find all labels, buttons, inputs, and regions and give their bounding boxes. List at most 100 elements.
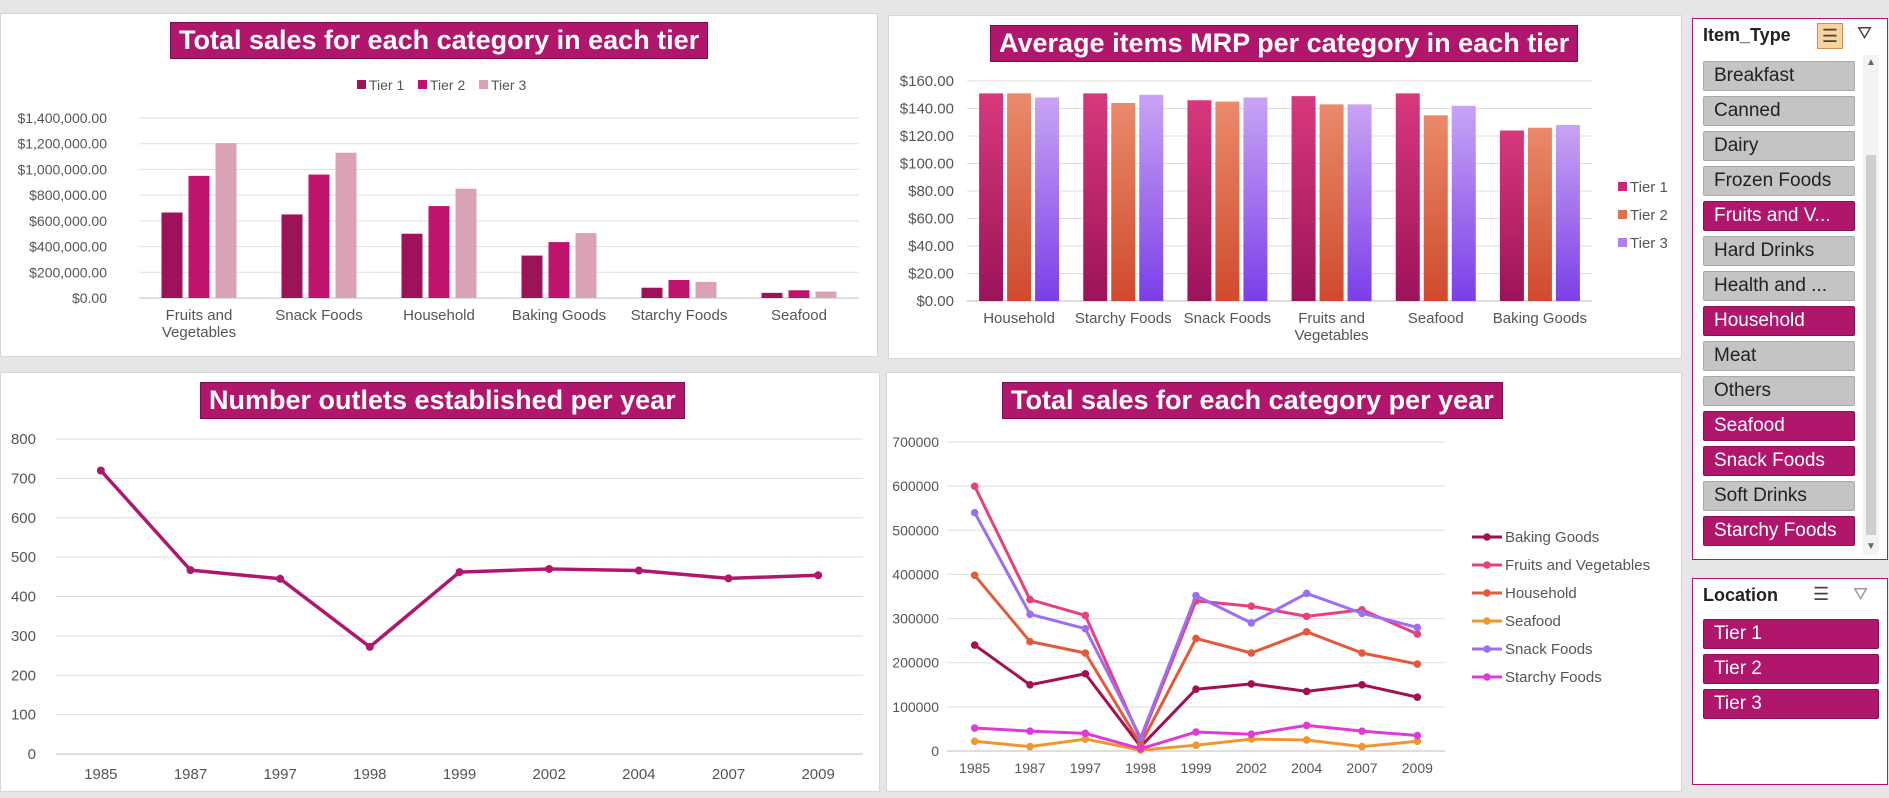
scrollbar-thumb[interactable] xyxy=(1866,155,1876,535)
slicer-item-household[interactable]: Household xyxy=(1703,306,1855,336)
y-tick-label: $1,400,000.00 xyxy=(17,110,107,126)
y-tick-label: $40.00 xyxy=(908,238,954,255)
data-point xyxy=(970,641,979,649)
category-label: Fruits and xyxy=(1298,310,1365,327)
slicer-item-seafood[interactable]: Seafood xyxy=(1703,411,1855,441)
bar-tier-3 xyxy=(815,291,837,298)
slicer-item-meat[interactable]: Meat xyxy=(1703,341,1855,371)
data-point xyxy=(1358,609,1366,618)
data-point xyxy=(1081,669,1090,678)
y-tick-label: 0 xyxy=(28,746,36,763)
x-tick-label: 1987 xyxy=(1014,760,1045,776)
slicer-item-snack-foods[interactable]: Snack Foods xyxy=(1703,446,1855,476)
data-point xyxy=(1192,634,1200,643)
legend-marker xyxy=(1483,673,1491,681)
legend-marker xyxy=(1483,617,1491,625)
chart-sales-by-tier: $0.00 $200,000.00 $400,000.00 $600,000.00 $8… xyxy=(17,77,859,341)
data-point xyxy=(1081,649,1090,657)
data-point xyxy=(1136,744,1145,753)
chart-panel-sales-by-tier: $0.00 $200,000.00 $400,000.00 $600,000.00 $8… xyxy=(0,13,878,357)
slicer-item-tier-1[interactable]: Tier 1 xyxy=(1703,619,1879,649)
bar-tier-2 xyxy=(1319,104,1344,301)
chart-outlets-per-year: 0 100 200 300 400 500 600 700 800 1985 1987 1997 199… xyxy=(11,431,863,783)
clear-filter-icon[interactable]: ⛛ xyxy=(1853,584,1869,604)
bar-tier-2 xyxy=(788,290,810,298)
slicer-item-breakfast[interactable]: Breakfast xyxy=(1703,61,1855,91)
slicer-item-frozen-foods[interactable]: Frozen Foods xyxy=(1703,166,1855,196)
category-label: Household xyxy=(983,310,1055,327)
slicer-item-others[interactable]: Others xyxy=(1703,376,1855,406)
data-point xyxy=(1358,742,1366,751)
x-tick-label: 2009 xyxy=(801,766,834,783)
multi-select-icon[interactable]: ☰ xyxy=(1817,23,1843,49)
x-tick-label: 1987 xyxy=(174,766,207,783)
data-point xyxy=(970,724,979,732)
scroll-up-icon[interactable]: ▲ xyxy=(1866,57,1876,68)
data-point xyxy=(1192,591,1200,600)
y-tick-label: $60.00 xyxy=(908,211,954,228)
scroll-down-icon[interactable]: ▼ xyxy=(1866,541,1876,552)
legend-label: Tier 1 xyxy=(369,77,404,93)
category-label: Household xyxy=(403,307,475,324)
category-label: Starchy Foods xyxy=(1075,310,1172,327)
bar-tier-1 xyxy=(401,233,423,298)
data-point xyxy=(1302,736,1311,744)
x-tick-label: 2002 xyxy=(1236,760,1267,776)
legend-marker xyxy=(1483,589,1491,597)
data-point xyxy=(1026,637,1034,646)
data-point xyxy=(1302,612,1311,621)
slicer-item-hard-drinks[interactable]: Hard Drinks xyxy=(1703,236,1855,266)
bar-tier-1 xyxy=(281,214,303,298)
y-tick-label: 100 xyxy=(11,707,36,724)
y-tick-label: $600,000.00 xyxy=(29,213,107,229)
data-point xyxy=(1136,733,1145,742)
slicer-item-soft-drinks[interactable]: Soft Drinks xyxy=(1703,481,1855,511)
y-tick-label: 800 xyxy=(11,431,36,448)
category-label: Snack Foods xyxy=(1184,310,1272,327)
data-point xyxy=(1413,623,1422,632)
legend-label: Baking Goods xyxy=(1505,529,1599,546)
clear-filter-icon[interactable]: ⛛ xyxy=(1857,23,1873,43)
data-point xyxy=(814,571,823,580)
slicer-item-fruits-and-v[interactable]: Fruits and V... xyxy=(1703,201,1855,231)
data-point xyxy=(1026,742,1034,751)
chart-title-sales-by-tier: Total sales for each category in each ti… xyxy=(170,22,709,59)
slicer-item-starchy-foods[interactable]: Starchy Foods xyxy=(1703,516,1855,546)
chart-panel-outlets-per-year: 0 100 200 300 400 500 600 700 800 1985 1987 1997 199… xyxy=(0,372,880,792)
data-point xyxy=(1026,727,1034,735)
bar-tier-1 xyxy=(979,93,1004,301)
y-tick-label: $100.00 xyxy=(900,156,954,173)
slicer-item-tier-3[interactable]: Tier 3 xyxy=(1703,689,1879,719)
series-line xyxy=(973,485,1418,742)
x-tick-label: 1985 xyxy=(959,760,990,776)
location-slicer-title: Location xyxy=(1703,585,1778,605)
legend-label: Tier 3 xyxy=(1630,235,1668,252)
bar-tier-2 xyxy=(428,206,450,298)
slicer-item-health-and[interactable]: Health and ... xyxy=(1703,271,1855,301)
bar-tier-3 xyxy=(1243,97,1268,301)
category-label: Baking Goods xyxy=(512,307,606,324)
data-point xyxy=(970,571,979,580)
data-point xyxy=(1358,680,1366,689)
data-point xyxy=(1413,660,1422,668)
data-point xyxy=(1247,730,1256,739)
series-line xyxy=(99,469,819,649)
x-tick-label: 2002 xyxy=(532,766,565,783)
data-point xyxy=(1081,624,1090,633)
x-tick-label: 1997 xyxy=(1070,760,1101,776)
slicer-scrollbar[interactable]: ▲ ▼ xyxy=(1863,55,1879,555)
bar-tier-2 xyxy=(668,280,690,298)
chart-panel-avg-mrp: $0.00 $20.00 $40.00 $60.00 $80.00 $100.00 $120… xyxy=(888,15,1682,359)
slicer-item-dairy[interactable]: Dairy xyxy=(1703,131,1855,161)
y-tick-label: $200,000.00 xyxy=(29,264,107,280)
data-point xyxy=(1413,630,1422,638)
bar-tier-2 xyxy=(1007,93,1032,301)
slicer-item-tier-2[interactable]: Tier 2 xyxy=(1703,654,1879,684)
multi-select-icon[interactable]: ☰ xyxy=(1813,584,1830,604)
data-point xyxy=(1081,729,1090,738)
data-point xyxy=(1026,610,1034,618)
bar-tier-1 xyxy=(1187,100,1212,301)
category-label: Seafood xyxy=(1408,310,1464,327)
data-point xyxy=(970,482,979,490)
slicer-item-canned[interactable]: Canned xyxy=(1703,96,1855,126)
